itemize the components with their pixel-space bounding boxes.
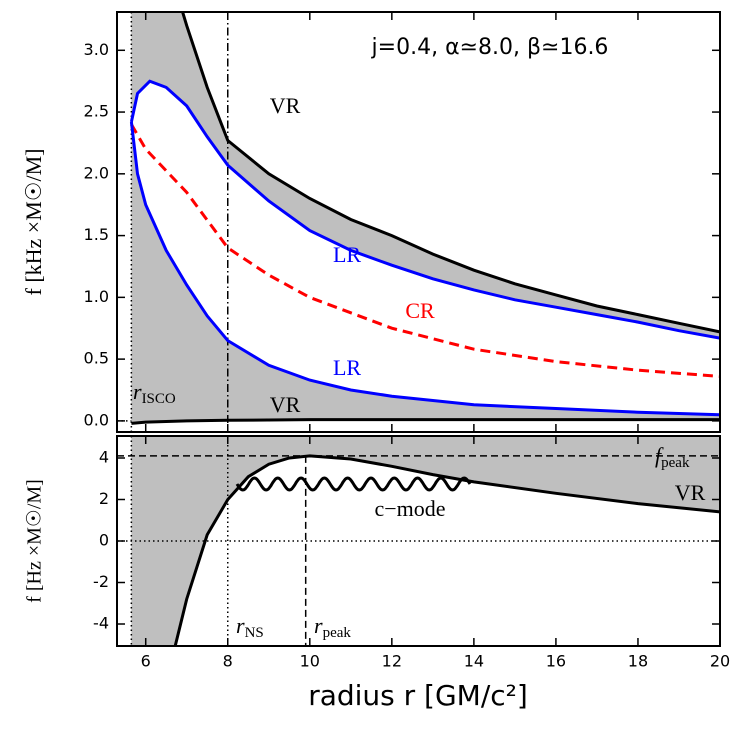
series-label: VR	[675, 480, 706, 505]
series-line	[131, 418, 720, 425]
x-tick-label: 6	[141, 652, 151, 671]
series-label: VR	[270, 392, 301, 417]
y-tick-label: 3.0	[84, 40, 109, 59]
x-axis-label: radius r [GM/c²]	[308, 679, 528, 712]
marker-label: rNS	[236, 613, 264, 641]
mode-label: c−mode	[374, 496, 445, 521]
series-line	[129, 79, 720, 340]
marker-label: fpeak	[655, 443, 690, 471]
symbol: f	[655, 443, 664, 468]
x-tick-label: 14	[464, 652, 484, 671]
y-tick-label: 4	[99, 447, 109, 466]
series-label: LR	[333, 355, 361, 380]
y-tick-label: 1.5	[84, 225, 109, 244]
series-label: LR	[333, 242, 361, 267]
marker-label: rISCO	[133, 379, 176, 407]
y-tick-label: 0	[99, 531, 109, 550]
series-label: VR	[270, 93, 301, 118]
y-tick-label: 2	[99, 489, 109, 508]
series-line	[130, 123, 720, 378]
symbol: r	[236, 613, 245, 638]
x-tick-label: 8	[223, 652, 233, 671]
unshaded-region	[131, 81, 720, 415]
series-line	[129, 121, 720, 417]
symbol: r	[314, 613, 323, 638]
y-tick-label: 0.5	[84, 349, 109, 368]
shaded-region	[131, 436, 720, 646]
x-tick-label: 12	[382, 652, 402, 671]
plot-frame	[116, 11, 721, 433]
x-tick-label: 16	[546, 652, 566, 671]
x-tick-label: 20	[710, 652, 730, 671]
y-axis-label: f [kHz ×M☉/M]	[21, 149, 46, 296]
subscript: NS	[245, 625, 264, 641]
series-line	[181, 12, 720, 334]
y-tick-label: 2.5	[84, 102, 109, 121]
series-label: CR	[405, 298, 435, 323]
subscript: ISCO	[142, 391, 176, 407]
symbol: r	[133, 379, 142, 404]
x-tick-label: 10	[300, 652, 320, 671]
y-axis-label: f [Hz ×M☉/M]	[24, 479, 46, 603]
marker-label: rpeak	[314, 613, 351, 641]
annotation: j=0.4, α≃8.0, β≃16.6	[371, 35, 609, 60]
plot-area	[117, 12, 720, 432]
c-mode-wave	[235, 476, 472, 492]
y-tick-label: -4	[93, 614, 109, 633]
y-tick-label: -2	[93, 572, 109, 591]
y-tick-label: 2.0	[84, 163, 109, 182]
subscript: peak	[661, 455, 690, 471]
subscript: peak	[323, 625, 352, 641]
y-tick-label: 0.0	[84, 410, 109, 429]
x-tick-label: 18	[628, 652, 648, 671]
plot-area	[117, 436, 720, 646]
y-tick-label: 1.0	[84, 287, 109, 306]
series-line	[173, 454, 720, 646]
